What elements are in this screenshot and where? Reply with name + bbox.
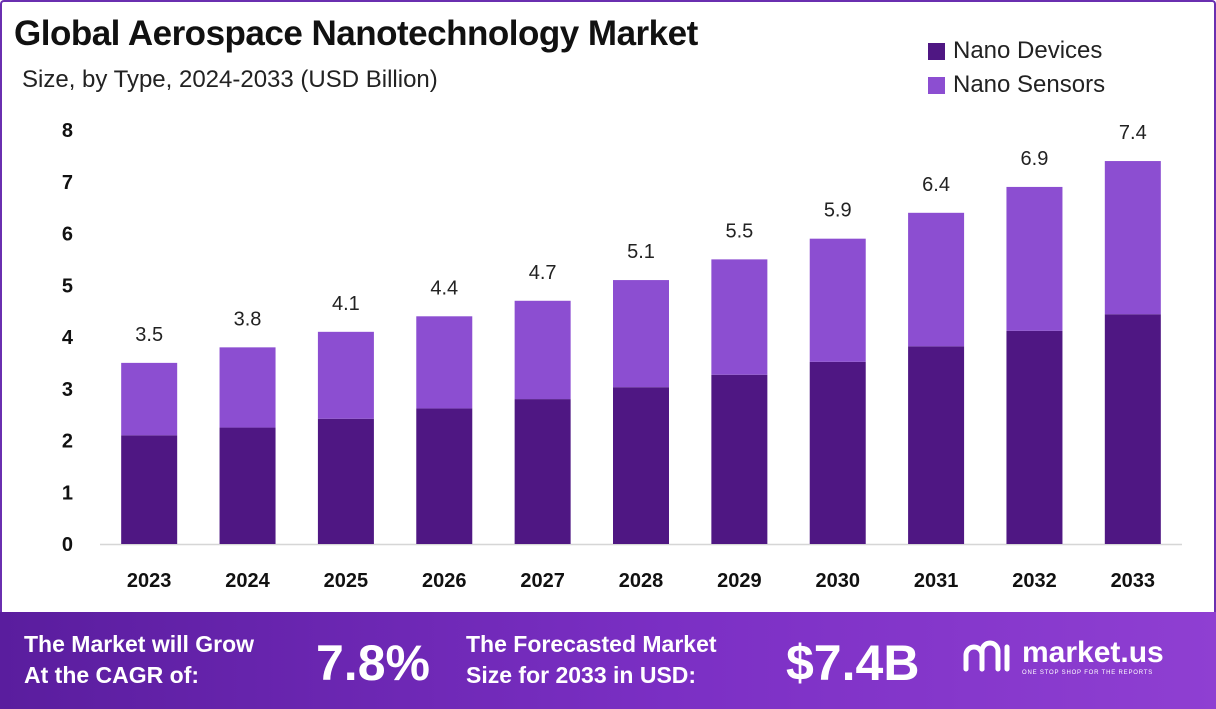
bar-nano-sensors	[908, 212, 965, 347]
bar-nano-sensors	[219, 347, 276, 428]
data-label-total: 6.9	[1021, 148, 1049, 170]
legend-item-nano-devices: Nano Devices	[928, 34, 1105, 68]
cagr-caption-line2: At the CAGR of:	[24, 662, 200, 688]
data-label-total: 4.1	[332, 293, 360, 315]
bar-nano-devices	[416, 408, 473, 544]
cagr-value: 7.8%	[316, 635, 430, 691]
footer-banner: The Market will Grow At the CAGR of: 7.8…	[0, 612, 1216, 709]
data-label-total: 5.5	[725, 220, 753, 242]
y-tick-label: 5	[62, 275, 73, 297]
y-tick-label: 6	[62, 224, 73, 246]
data-label-total: 5.9	[824, 200, 852, 222]
x-tick-label: 2032	[1012, 570, 1057, 592]
bar-nano-sensors	[514, 300, 571, 400]
x-tick-label: 2033	[1111, 570, 1156, 592]
x-tick-label: 2031	[914, 570, 959, 592]
bar-nano-sensors	[1104, 161, 1161, 315]
bar-nano-devices	[613, 387, 669, 544]
data-label-total: 3.8	[234, 308, 262, 330]
x-tick-label: 2030	[815, 570, 860, 592]
legend-label-nano-devices: Nano Devices	[953, 37, 1103, 64]
data-label-total: 4.7	[529, 262, 557, 284]
y-tick-label: 2	[62, 431, 73, 453]
cagr-caption: The Market will Grow At the CAGR of:	[24, 629, 254, 691]
bar-nano-devices	[219, 427, 276, 544]
forecast-caption-line2: Size for 2033 in USD:	[466, 662, 697, 688]
bar-nano-devices	[711, 374, 768, 544]
logo-name: market.us	[1022, 636, 1164, 669]
bar-nano-sensors	[613, 280, 669, 388]
bar-nano-sensors	[121, 362, 178, 436]
forecast-caption-line1: The Forecasted Market	[466, 631, 717, 657]
market-us-logo[interactable]: market.us ONE STOP SHOP FOR THE REPORTS	[962, 638, 1164, 676]
legend-swatch-nano-devices	[928, 42, 945, 60]
y-tick-label: 3	[62, 379, 73, 401]
x-tick-label: 2024	[225, 570, 270, 592]
logo-tagline: ONE STOP SHOP FOR THE REPORTS	[1022, 670, 1154, 676]
y-tick-label: 8	[62, 120, 73, 142]
bar-nano-sensors	[317, 331, 374, 419]
bar-nano-sensors	[711, 259, 768, 375]
bar-nano-devices	[514, 399, 571, 544]
market-us-logo-icon	[963, 640, 1010, 672]
y-tick-label: 4	[62, 327, 74, 349]
x-tick-label: 2023	[127, 570, 172, 592]
bar-nano-sensors	[1006, 186, 1063, 331]
y-tick-label: 1	[62, 482, 73, 504]
data-label-total: 7.4	[1119, 122, 1147, 144]
forecast-value: $7.4B	[786, 635, 920, 691]
data-label-total: 4.4	[430, 277, 458, 299]
legend-swatch-nano-sensors	[928, 76, 945, 94]
data-label-total: 3.5	[135, 324, 163, 346]
legend: Nano Devices Nano Sensors	[928, 34, 1105, 102]
bar-nano-sensors	[416, 316, 473, 409]
legend-item-nano-sensors: Nano Sensors	[928, 68, 1105, 102]
y-tick-label: 7	[62, 172, 73, 194]
x-tick-label: 2025	[324, 570, 369, 592]
legend-label-nano-sensors: Nano Sensors	[953, 71, 1106, 98]
bar-nano-devices	[809, 361, 866, 544]
chart-title: Global Aerospace Nanotechnology Market	[14, 14, 698, 53]
data-label-total: 5.1	[627, 241, 655, 263]
y-tick-label: 0	[62, 534, 73, 556]
bar-nano-devices	[1006, 330, 1063, 544]
bar-nano-devices	[908, 346, 965, 544]
bar-nano-devices	[121, 435, 178, 544]
bar-nano-sensors	[809, 238, 866, 362]
bar-chart: 0 1 2 3 4 5 6 7 8 3.5 2023 3.8 2024 4.1 2025 4.4 2026 4.7…	[62, 120, 1182, 592]
bar-nano-devices	[317, 418, 374, 544]
bar-nano-devices	[1104, 314, 1161, 544]
chart-subtitle: Size, by Type, 2024-2033 (USD Billion)	[22, 66, 438, 93]
forecast-caption: The Forecasted Market Size for 2033 in U…	[466, 629, 717, 691]
x-tick-label: 2028	[619, 570, 664, 592]
cagr-caption-line1: The Market will Grow	[24, 631, 255, 657]
data-label-total: 6.4	[922, 174, 950, 196]
x-tick-label: 2026	[422, 570, 467, 592]
x-tick-label: 2027	[520, 570, 565, 592]
x-tick-label: 2029	[717, 570, 762, 592]
